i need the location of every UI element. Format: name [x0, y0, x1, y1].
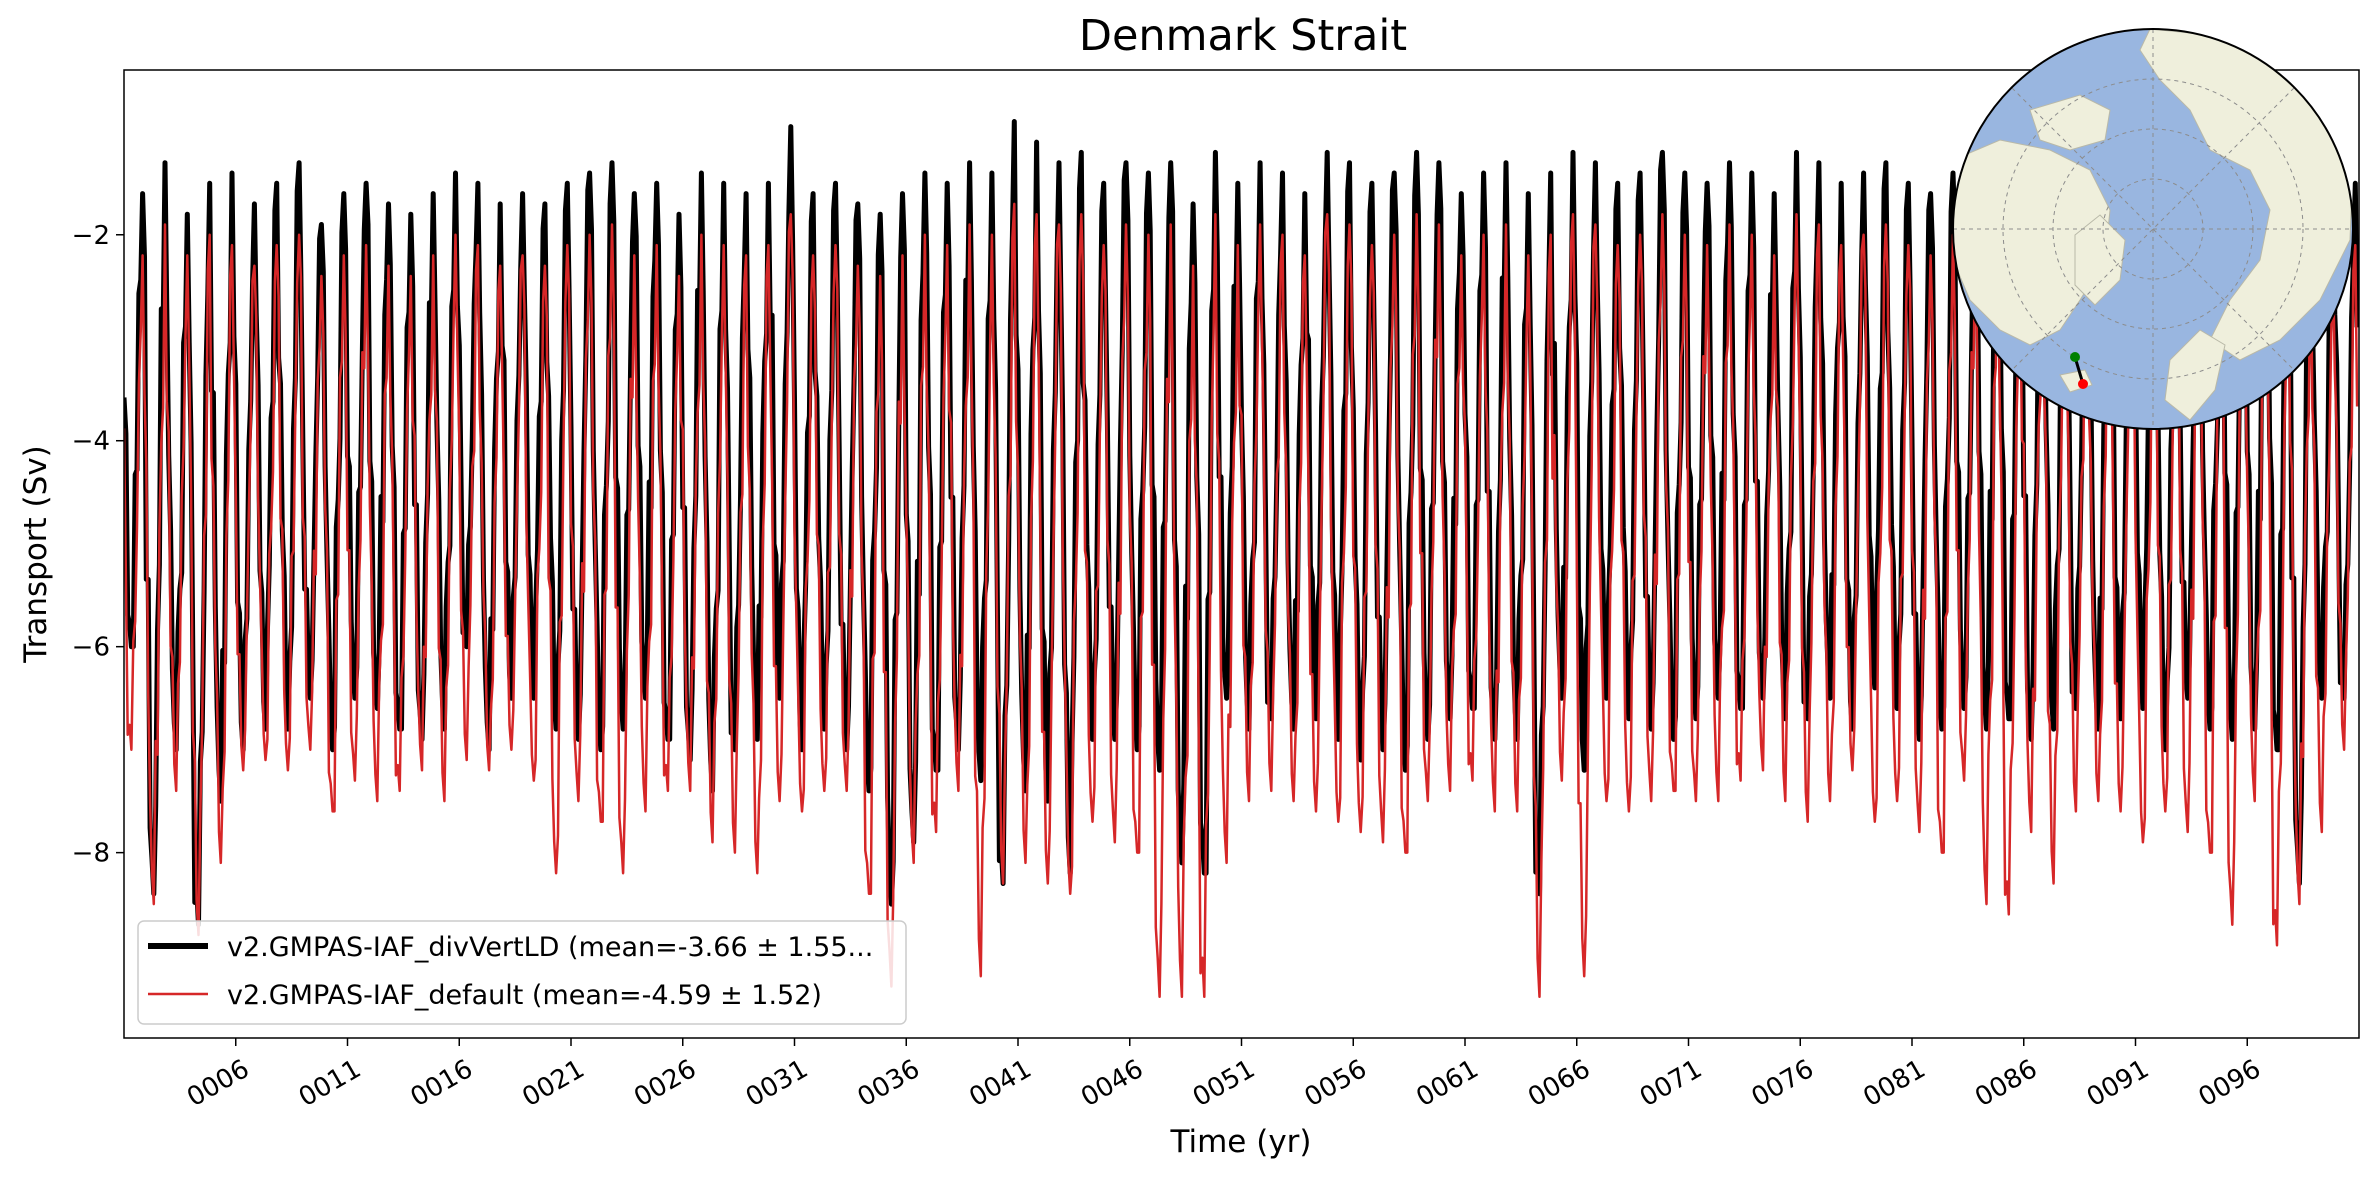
y-tick-label: −6	[72, 633, 110, 663]
chart-title: Denmark Strait	[1079, 11, 1407, 61]
legend-label-default: v2.GMPAS-IAF_default (mean=-4.59 ± 1.52)	[227, 980, 822, 1011]
map-graticule	[1953, 29, 2353, 429]
x-axis-label: Time (yr)	[1170, 1124, 1312, 1160]
map-transect-end-marker	[2078, 379, 2088, 389]
legend-label-divvertld: v2.GMPAS-IAF_divVertLD (mean=-3.66 ± 1.5…	[227, 932, 873, 963]
legend: v2.GMPAS-IAF_divVertLD (mean=-3.66 ± 1.5…	[137, 920, 907, 1025]
map-land-canadian-archipelago	[2029, 94, 2111, 151]
map-land-greenland	[2074, 214, 2126, 306]
series-layer	[124, 119, 2359, 999]
legend-box	[137, 920, 907, 1025]
y-tick-label: −8	[72, 839, 110, 869]
y-axis-label: Transport (Sv)	[18, 445, 54, 664]
inset-map	[1952, 28, 2354, 430]
y-tick-label: −2	[72, 221, 110, 251]
y-axis: −2 −4 −6 −8	[72, 221, 124, 869]
map-border	[1952, 28, 2354, 430]
map-land-north-america	[1953, 139, 2111, 346]
y-tick-label: −4	[72, 427, 110, 457]
series-line-1	[124, 202, 2359, 999]
map-transect-start-marker	[2070, 352, 2080, 362]
map-land-scandinavia	[2164, 329, 2226, 421]
